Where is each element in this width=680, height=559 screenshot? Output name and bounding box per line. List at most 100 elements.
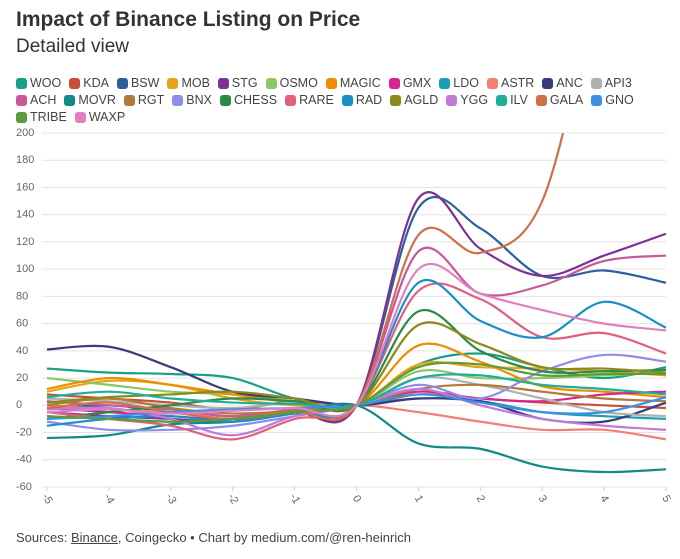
legend-item[interactable]: YGG: [446, 93, 488, 107]
legend-swatch: [542, 77, 554, 89]
legend-label: OSMO: [279, 76, 318, 90]
y-tick-label: 20: [16, 372, 28, 384]
y-tick-label: 0: [16, 399, 22, 411]
legend-item[interactable]: BSW: [116, 76, 160, 90]
x-tick-label: -2: [225, 492, 240, 506]
legend-item[interactable]: AGLD: [390, 93, 438, 107]
legend-label: RGT: [137, 93, 165, 107]
x-tick-label: 1: [412, 493, 425, 504]
series-line: [46, 321, 667, 411]
y-tick-label: -60: [16, 481, 32, 493]
legend-label: KDA: [83, 76, 109, 90]
legend-item[interactable]: OSMO: [265, 76, 318, 90]
legend-label: YGG: [460, 93, 489, 107]
legend-item[interactable]: LDO: [439, 76, 479, 90]
x-tick-label: 2: [474, 493, 487, 504]
legend-label: GMX: [402, 76, 432, 90]
legend-label: STG: [231, 76, 258, 90]
legend-swatch: [390, 94, 402, 106]
y-tick-label: 40: [16, 345, 28, 357]
legend-swatch: [487, 77, 498, 89]
x-tick-label: 0: [350, 493, 363, 504]
legend-swatch: [496, 94, 508, 106]
legend-label: ACH: [30, 93, 57, 107]
x-tick-label: 3: [536, 493, 549, 504]
legend-item[interactable]: MOB: [167, 76, 210, 90]
legend-item[interactable]: CHESS: [220, 93, 277, 107]
legend-item[interactable]: ACH: [16, 93, 56, 107]
legend-label: ANC: [556, 76, 583, 90]
legend-swatch: [116, 77, 128, 89]
legend-swatch: [535, 94, 547, 106]
legend-item[interactable]: ILV: [496, 93, 528, 107]
legend-item[interactable]: RAD: [341, 93, 383, 107]
legend-item[interactable]: GMX: [388, 76, 432, 90]
y-tick-label: 100: [16, 263, 34, 275]
legend-label: GALA: [549, 93, 584, 107]
legend-item[interactable]: TRIBE: [16, 110, 67, 124]
legend-item[interactable]: WOO: [16, 76, 61, 90]
legend-swatch: [64, 94, 76, 106]
legend-item[interactable]: WAXP: [74, 110, 126, 124]
legend-label: ASTR: [501, 76, 535, 90]
legend-item[interactable]: MOVR: [64, 93, 116, 107]
chart-title: Impact of Binance Listing on Price: [16, 8, 361, 31]
legend-label: RARE: [299, 93, 334, 107]
legend-label: AGLD: [404, 93, 439, 107]
legend-swatch: [220, 94, 231, 106]
legend-swatch: [16, 94, 27, 106]
legend-label: WAXP: [88, 110, 126, 124]
legend-item[interactable]: GNO: [591, 93, 634, 107]
legend-label: ILV: [510, 93, 528, 107]
legend-swatch: [265, 77, 277, 89]
legend-label: TRIBE: [30, 110, 67, 124]
x-tick-label: 5: [659, 493, 672, 504]
legend-label: MOVR: [78, 93, 116, 107]
chart-subtitle: Detailed view: [16, 36, 129, 57]
legend-swatch: [590, 77, 602, 89]
legend-swatch: [285, 94, 297, 106]
source-link[interactable]: Binance: [70, 530, 118, 545]
x-tick-label: -1: [287, 492, 302, 506]
series-line: [46, 133, 565, 421]
legend-label: API3: [604, 76, 632, 90]
legend-item[interactable]: ANC: [542, 76, 583, 90]
legend-label: GNO: [605, 93, 634, 107]
legend-swatch: [439, 77, 451, 89]
legend-label: CHESS: [234, 93, 278, 107]
legend-label: MAGIC: [339, 76, 381, 90]
legend-swatch: [123, 94, 135, 106]
y-tick-label: 120: [16, 236, 34, 248]
series-line: [46, 353, 667, 432]
legend-item[interactable]: ASTR: [487, 76, 534, 90]
legend-swatch: [591, 94, 603, 106]
legend-swatch: [16, 111, 27, 123]
legend-item[interactable]: RARE: [285, 93, 334, 107]
legend-label: RAD: [355, 93, 383, 107]
legend: WOO KDA BSW MOB STG OSMO MAGIC GMX LDO ASTR ANC API…: [16, 76, 666, 124]
legend-item[interactable]: API3: [590, 76, 632, 90]
series-line: [46, 262, 667, 418]
legend-item[interactable]: MAGIC: [325, 76, 381, 90]
y-tick-label: 140: [16, 209, 34, 221]
legend-swatch: [325, 77, 337, 89]
source-prefix: Sources:: [16, 530, 68, 545]
legend-item[interactable]: RGT: [123, 93, 165, 107]
y-tick-label: -20: [16, 426, 32, 438]
legend-swatch: [69, 77, 81, 89]
legend-item[interactable]: GALA: [535, 93, 584, 107]
footer: Sources: Binance, Coingecko • Chart by m…: [16, 530, 411, 545]
legend-label: LDO: [453, 76, 479, 90]
x-tick-label: -4: [101, 492, 116, 506]
legend-label: BNX: [186, 93, 212, 107]
legend-item[interactable]: STG: [217, 76, 258, 90]
y-tick-label: 80: [16, 290, 28, 302]
legend-swatch: [341, 94, 353, 106]
legend-item[interactable]: BNX: [172, 93, 212, 107]
legend-label: BSW: [130, 76, 160, 90]
legend-item[interactable]: KDA: [69, 76, 109, 90]
legend-swatch: [217, 77, 229, 89]
legend-swatch: [167, 77, 179, 89]
y-tick-label: 180: [16, 154, 34, 166]
y-tick-label: 60: [16, 318, 28, 330]
